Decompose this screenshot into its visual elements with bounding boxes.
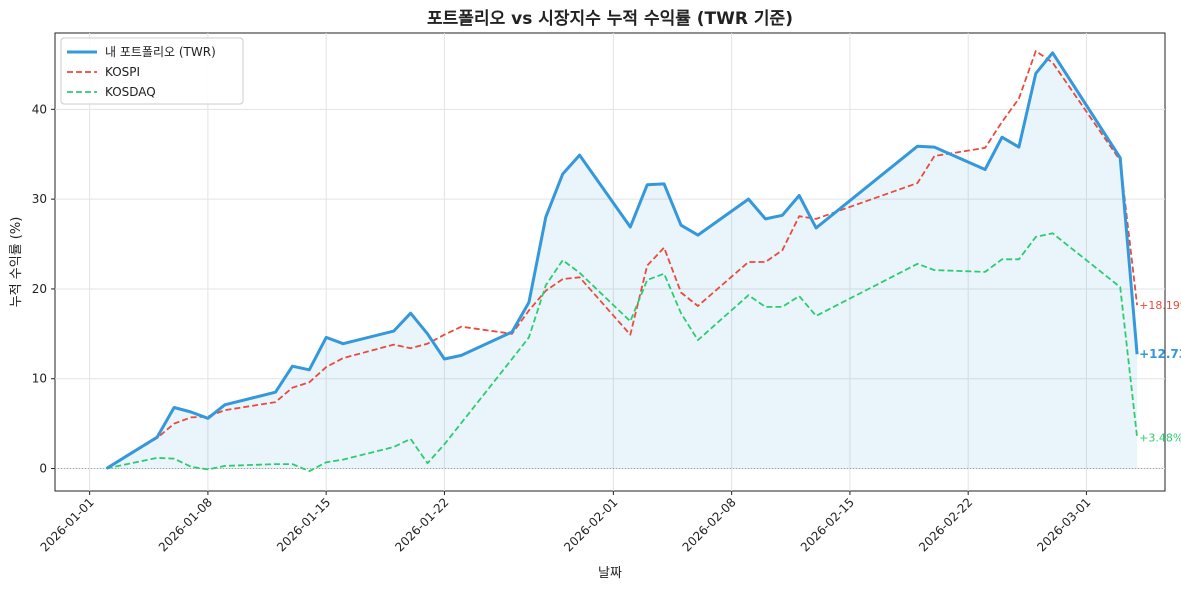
y-tick-label: 10 — [32, 372, 47, 386]
x-tick-label: 2026-01-08 — [156, 495, 215, 554]
legend-entry-label: KOSPI — [105, 65, 140, 79]
y-tick-label: 30 — [32, 192, 47, 206]
y-tick-label: 20 — [32, 282, 47, 296]
x-tick-label: 2026-02-22 — [916, 495, 975, 554]
x-tick-label: 2026-02-01 — [561, 495, 620, 554]
fill-layer — [106, 52, 1138, 469]
plot-area — [54, 32, 1166, 492]
legend-entry-label: 내 포트폴리오 (TWR) — [105, 45, 216, 59]
legend: 내 포트폴리오 (TWR) KOSPI KOSDAQ — [60, 37, 244, 105]
x-tick-label: 2026-03-01 — [1034, 495, 1093, 554]
legend-entry-label: KOSDAQ — [105, 85, 156, 99]
grid-layer — [55, 33, 1165, 491]
end-value-label: +18.19% — [1139, 299, 1181, 312]
y-axis-label: 누적 수익률 (%) — [9, 217, 24, 308]
legend-box — [60, 37, 244, 105]
end-label-layer: +18.19% +3.48% +12.73% — [1139, 299, 1181, 444]
series-layer — [105, 50, 1139, 473]
series-line-kosdaq — [106, 232, 1138, 473]
y-tick-label: 40 — [32, 102, 47, 116]
x-tick-label: 2026-01-22 — [392, 495, 451, 554]
end-value-label: +12.73% — [1139, 347, 1181, 361]
end-value-label: +3.48% — [1139, 431, 1181, 444]
x-tick-label: 2026-01-01 — [38, 495, 97, 554]
x-tick-label: 2026-02-08 — [680, 495, 739, 554]
chart-title: 포트폴리오 vs 시장지수 누적 수익률 (TWR 기준) — [427, 9, 793, 29]
x-tick-label: 2026-02-15 — [798, 495, 857, 554]
series-line-kospi — [106, 50, 1138, 470]
x-axis-label: 날짜 — [598, 566, 622, 581]
x-tick-label: 2026-01-15 — [274, 495, 333, 554]
y-tick-label: 0 — [39, 462, 47, 476]
series-line-portfolio — [105, 51, 1139, 470]
portfolio-area-fill — [106, 52, 1138, 469]
